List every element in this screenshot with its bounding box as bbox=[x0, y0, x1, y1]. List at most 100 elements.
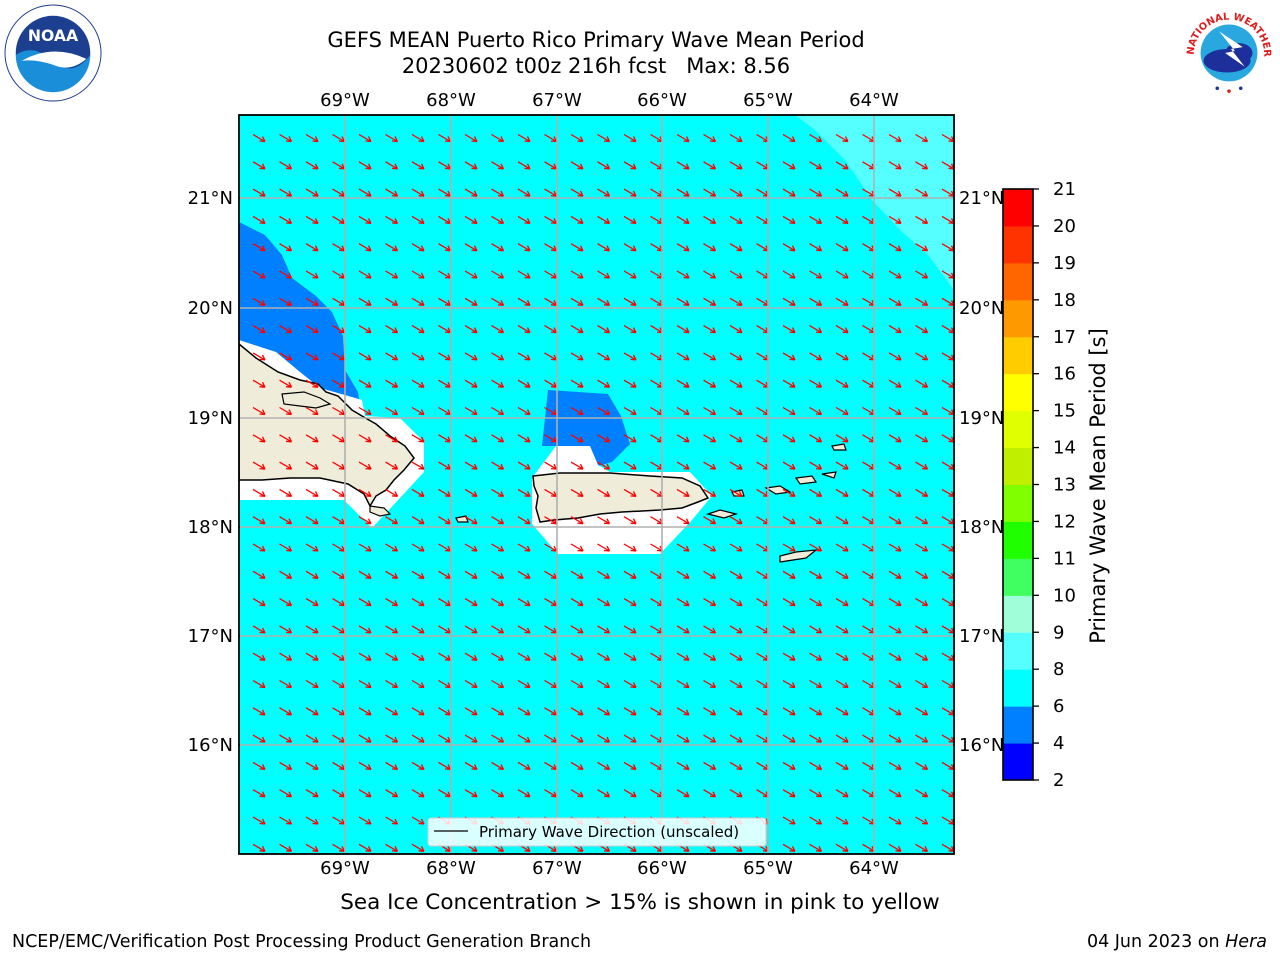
wave-direction-arrow bbox=[252, 679, 266, 689]
wave-direction-arrow bbox=[305, 325, 319, 334]
wave-direction-arrow bbox=[544, 598, 558, 607]
lat-label-left: 19°N bbox=[188, 408, 233, 429]
wave-direction-arrow bbox=[438, 625, 452, 634]
colorbar-segment bbox=[1003, 558, 1033, 596]
wave-direction-arrow bbox=[623, 488, 637, 498]
wave-direction-arrow bbox=[703, 461, 717, 470]
wave-direction-arrow bbox=[279, 761, 293, 771]
wave-direction-arrow bbox=[305, 652, 319, 661]
wave-direction-arrow bbox=[438, 161, 452, 170]
wave-direction-arrow bbox=[623, 543, 637, 552]
wave-direction-arrow bbox=[438, 516, 452, 525]
wave-direction-arrow bbox=[782, 543, 796, 552]
wave-direction-arrow bbox=[835, 325, 849, 334]
wave-direction-arrow bbox=[385, 434, 399, 443]
wave-direction-arrow bbox=[597, 707, 611, 716]
wave-direction-arrow bbox=[385, 243, 399, 252]
wave-direction-arrow bbox=[544, 543, 558, 552]
wave-direction-arrow bbox=[782, 734, 796, 743]
wave-direction-arrow bbox=[809, 516, 823, 525]
wave-direction-arrow bbox=[703, 379, 717, 388]
wave-direction-arrow bbox=[305, 243, 319, 252]
wave-direction-arrow bbox=[464, 161, 478, 170]
wave-direction-arrow bbox=[676, 379, 690, 388]
wave-direction-arrow bbox=[703, 270, 717, 279]
wave-direction-arrow bbox=[491, 379, 505, 388]
wave-direction-arrow bbox=[385, 734, 399, 743]
wave-direction-arrow bbox=[544, 570, 558, 579]
wave-direction-arrow bbox=[703, 133, 717, 143]
wave-direction-arrow bbox=[438, 188, 452, 197]
wave-direction-arrow bbox=[438, 543, 452, 552]
wave-direction-arrow bbox=[835, 516, 849, 525]
wave-direction-arrow bbox=[411, 297, 425, 306]
wave-direction-arrow bbox=[703, 297, 717, 306]
wave-direction-arrow bbox=[570, 133, 584, 143]
wave-direction-arrow bbox=[411, 761, 425, 771]
wave-direction-arrow bbox=[809, 734, 823, 743]
wave-direction-arrow bbox=[729, 270, 743, 279]
st-croix-land bbox=[779, 549, 818, 563]
wave-direction-arrow bbox=[623, 243, 637, 252]
date-stamp: 04 Jun 2023 on Hera bbox=[1087, 932, 1267, 952]
wave-direction-arrow bbox=[411, 406, 425, 416]
wave-direction-arrow bbox=[332, 543, 346, 552]
wave-direction-arrow bbox=[279, 133, 293, 143]
wave-direction-arrow bbox=[358, 352, 372, 361]
wave-direction-arrow bbox=[332, 297, 346, 306]
wave-direction-arrow bbox=[517, 598, 531, 607]
colorbar: 2 4 6 8 9 10 11 12 13 14 15 16 17 18 19 20 21 Primary Wa… bbox=[1002, 179, 1110, 791]
wave-direction-arrow bbox=[729, 133, 743, 143]
wave-direction-arrow bbox=[385, 215, 399, 225]
wave-direction-arrow bbox=[915, 625, 929, 634]
wave-direction-arrow bbox=[305, 734, 319, 743]
wave-direction-arrow bbox=[252, 406, 266, 416]
wave-direction-arrow bbox=[305, 434, 319, 443]
wave-direction-arrow bbox=[597, 625, 611, 634]
colorbar-segment bbox=[1003, 521, 1033, 559]
wave-direction-arrow bbox=[332, 461, 346, 470]
wave-direction-arrow bbox=[411, 625, 425, 634]
wave-direction-arrow bbox=[279, 652, 293, 661]
wave-direction-arrow bbox=[623, 325, 637, 334]
wave-direction-arrow bbox=[570, 570, 584, 579]
wave-direction-arrow bbox=[358, 161, 372, 170]
wave-direction-arrow bbox=[915, 297, 929, 306]
wave-direction-arrow bbox=[703, 543, 717, 552]
wave-direction-arrow bbox=[570, 652, 584, 661]
wave-direction-arrow bbox=[623, 734, 637, 743]
wave-direction-arrow bbox=[915, 598, 929, 607]
wave-direction-arrow bbox=[676, 761, 690, 771]
wave-direction-arrow bbox=[809, 161, 823, 170]
wave-direction-arrow bbox=[544, 215, 558, 225]
wave-direction-arrow bbox=[729, 625, 743, 634]
wave-direction-arrow bbox=[809, 789, 823, 798]
wave-direction-arrow bbox=[782, 188, 796, 197]
wave-direction-arrow bbox=[570, 461, 584, 470]
wave-direction-arrow bbox=[782, 570, 796, 579]
wave-direction-arrow bbox=[279, 516, 293, 525]
wave-direction-arrow bbox=[305, 297, 319, 306]
wave-direction-arrow bbox=[358, 243, 372, 252]
wave-direction-arrow bbox=[411, 707, 425, 716]
wave-direction-arrow bbox=[597, 434, 611, 443]
wave-direction-arrow bbox=[358, 625, 372, 634]
wave-direction-arrow bbox=[835, 734, 849, 743]
wave-direction-arrow bbox=[464, 761, 478, 771]
wave-direction-arrow bbox=[729, 598, 743, 607]
wave-direction-arrow bbox=[623, 789, 637, 798]
wave-direction-arrow bbox=[332, 406, 346, 416]
wave-direction-arrow bbox=[703, 215, 717, 225]
wave-direction-arrow bbox=[517, 325, 531, 334]
wave-direction-arrow bbox=[597, 570, 611, 579]
wave-direction-arrow bbox=[835, 243, 849, 252]
wave-direction-arrow bbox=[915, 161, 929, 170]
wave-direction-arrow bbox=[809, 215, 823, 225]
wave-direction-arrow bbox=[570, 488, 584, 498]
wave-direction-arrow bbox=[305, 352, 319, 361]
wave-direction-arrow bbox=[888, 297, 902, 306]
wave-direction-arrow bbox=[279, 707, 293, 716]
wave-direction-arrow bbox=[703, 325, 717, 334]
wave-direction-arrow bbox=[835, 161, 849, 170]
wave-direction-arrow bbox=[676, 707, 690, 716]
